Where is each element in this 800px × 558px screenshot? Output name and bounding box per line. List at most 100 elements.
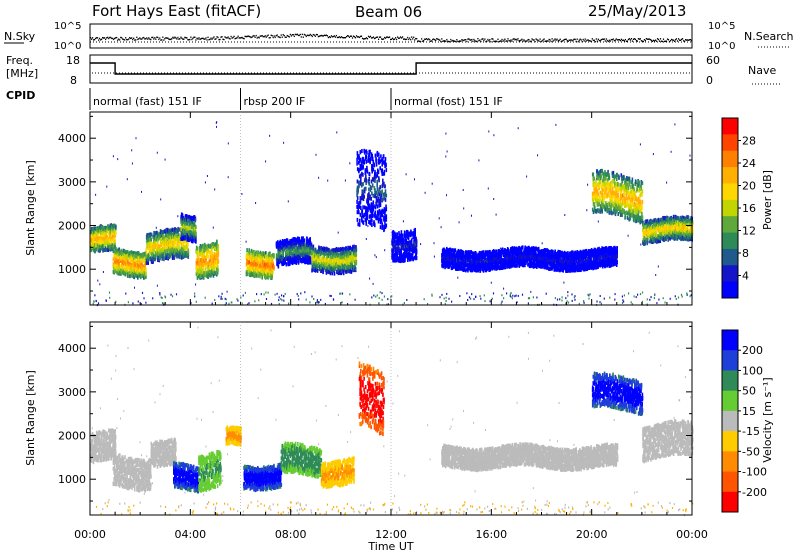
- scatter-cell: [382, 299, 383, 301]
- echo-cell: [374, 163, 376, 167]
- echo-cell: [378, 153, 380, 157]
- scatter-cell: [194, 293, 195, 295]
- noise-sample: [136, 37, 137, 38]
- noise-sample: [484, 38, 485, 39]
- echo-cell: [377, 205, 379, 209]
- noise-sample: [294, 36, 295, 37]
- scatter-cell: [205, 181, 206, 183]
- echo-cell: [372, 214, 374, 218]
- noise-sample: [441, 38, 442, 39]
- freq-tick-bottom: 8: [70, 74, 77, 87]
- scatter-cell: [511, 292, 512, 294]
- echo-cell: [375, 154, 377, 158]
- scatter-cell: [596, 301, 597, 303]
- scatter-cell: [213, 227, 214, 229]
- scatter-cell: [567, 291, 568, 293]
- noise-sample: [674, 41, 675, 42]
- noise-right-tick-top: 10^5: [708, 21, 735, 32]
- scatter-cell: [172, 295, 173, 297]
- echo-cell: [384, 170, 386, 174]
- scatter-cell: [318, 301, 319, 303]
- echo-cell: [162, 235, 164, 239]
- echo-cell: [180, 227, 182, 231]
- scatter-cell: [106, 186, 107, 188]
- scatter-cell: [256, 293, 257, 295]
- scatter-cell: [448, 298, 449, 300]
- noise-sample: [281, 34, 282, 35]
- noise-sample: [497, 39, 498, 40]
- noise-sample: [598, 39, 599, 40]
- scatter-cell: [586, 209, 587, 211]
- scatter-cell: [441, 226, 442, 228]
- echo-cell: [334, 272, 336, 276]
- scatter-cell: [640, 143, 641, 145]
- noise-sample: [504, 39, 505, 40]
- scatter-cell: [480, 298, 481, 300]
- noise-sample: [624, 40, 625, 41]
- cpid-segment-label: normal (fast) 151 IF: [93, 95, 202, 108]
- scatter-cell: [414, 178, 415, 180]
- scatter-cell: [157, 152, 158, 154]
- scatter-cell: [681, 294, 682, 296]
- echo-cell: [278, 265, 280, 269]
- scatter-cell: [563, 282, 564, 284]
- scatter-cell: [656, 302, 657, 304]
- echo-cell: [356, 253, 358, 257]
- echo-cell: [187, 242, 189, 246]
- scatter-cell: [484, 294, 485, 296]
- scatter-cell: [237, 300, 238, 302]
- noise-sample: [97, 37, 98, 38]
- scatter-cell: [258, 299, 259, 301]
- echo-cell: [359, 223, 361, 227]
- echo-cell: [249, 251, 251, 255]
- scatter-cell: [561, 300, 562, 302]
- echo-cell: [416, 243, 418, 247]
- noise-sample: [646, 38, 647, 39]
- scatter-cell: [95, 194, 96, 196]
- scatter-cell: [424, 298, 425, 300]
- cpid-segment-label: normal (fost) 151 IF: [394, 95, 503, 108]
- noise-sample: [439, 40, 440, 41]
- noise-sample: [496, 41, 497, 42]
- scatter-cell: [316, 154, 317, 156]
- echo-cell: [381, 209, 383, 213]
- noise-sample: [244, 38, 245, 39]
- scatter-cell: [156, 227, 157, 229]
- echo-cell: [406, 248, 408, 252]
- scatter-cell: [686, 292, 687, 294]
- noise-sample: [423, 40, 424, 41]
- noise-sample: [124, 39, 125, 40]
- scatter-cell: [373, 283, 374, 285]
- noise-sample: [290, 34, 291, 35]
- noise-sample: [259, 37, 260, 38]
- scatter-cell: [463, 189, 464, 191]
- scatter-cell: [136, 137, 137, 139]
- echo-cell: [416, 249, 418, 253]
- noise-sample: [148, 37, 149, 38]
- echo-cell: [207, 255, 209, 259]
- scatter-cell: [587, 184, 588, 186]
- echo-cell: [319, 256, 321, 260]
- scatter-cell: [447, 151, 448, 153]
- noise-sample: [645, 40, 646, 41]
- echo-cell: [386, 207, 388, 211]
- noise-sample: [101, 39, 102, 40]
- echo-cell: [378, 178, 380, 182]
- scatter-cell: [516, 295, 517, 297]
- echo-cell: [371, 223, 373, 227]
- noise-sample: [550, 39, 551, 40]
- scatter-cell: [279, 296, 280, 298]
- scatter-cell: [106, 300, 107, 302]
- noise-sample: [492, 38, 493, 39]
- scatter-cell: [283, 295, 284, 297]
- echo-cell: [356, 200, 358, 204]
- echo-cell: [161, 257, 163, 261]
- noise-sample: [131, 37, 132, 38]
- scatter-cell: [216, 126, 217, 128]
- echo-cell: [358, 168, 360, 172]
- scatter-cell: [588, 298, 589, 300]
- echo-region-7: [311, 245, 357, 276]
- scatter-cell: [496, 214, 497, 216]
- noise-sample: [213, 36, 214, 37]
